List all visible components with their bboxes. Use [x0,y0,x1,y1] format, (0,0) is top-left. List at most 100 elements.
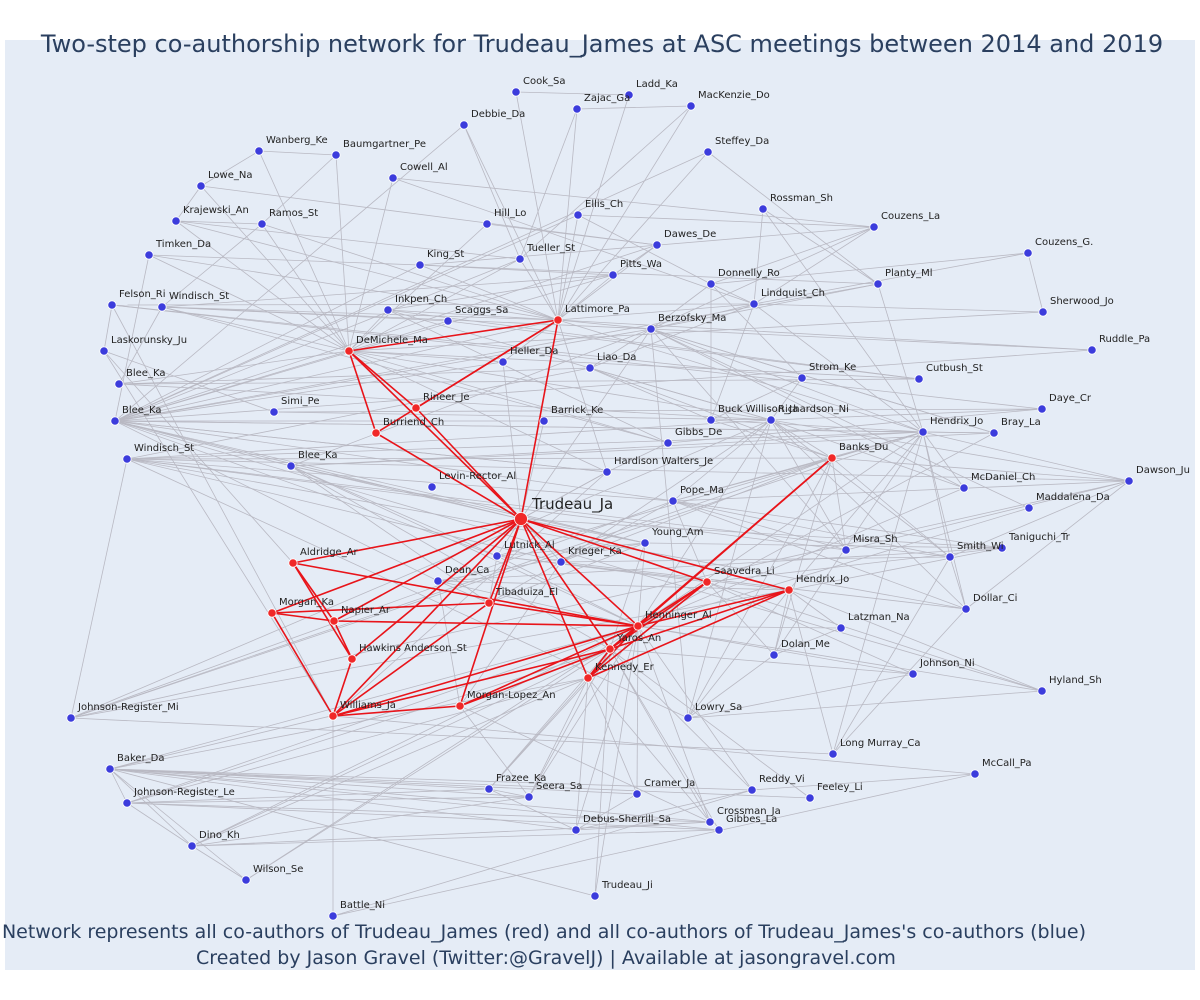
node-label: Couzens_La [881,211,940,222]
node-label: Donnelly_Ro [718,268,780,279]
network-edge [557,244,658,321]
second-step-node [652,240,662,250]
node-label: Rossman_Sh [770,193,833,204]
network-edge [753,208,764,305]
node-label: Windisch_St [169,291,229,302]
network-edge [273,408,1043,413]
second-step-node [769,650,779,660]
second-step-node [114,379,124,389]
node-label: Burriend_Ch [383,417,444,428]
node-label: Hawkins Anderson_St [359,643,467,654]
network-edge [710,419,833,459]
network-edge [419,226,875,266]
network-edge [109,768,530,798]
network-edge [831,457,951,558]
second-step-node [110,416,120,426]
node-label: Kennedy_Er [595,662,655,673]
network-edge [557,319,1093,351]
second-step-node [608,270,618,280]
second-step-node [961,604,971,614]
network-edge [488,648,611,790]
second-step-node [107,300,117,310]
network-edge [118,367,591,385]
network-edge [770,419,951,558]
second-step-node [187,841,197,851]
second-step-node [257,219,267,229]
network-edge [637,625,753,791]
network-edge [575,677,589,831]
network-edge [557,108,578,321]
red-network-edge [348,350,522,520]
second-step-node [640,538,650,548]
second-step-node [714,825,724,835]
second-step-node [383,305,393,315]
network-edge [103,350,294,564]
second-step-node [970,769,980,779]
network-edge [831,457,847,551]
red-network-edge [587,648,611,679]
network-edge [273,411,772,421]
network-edge [770,419,1130,482]
network-edge [387,309,669,444]
coauthor-node [371,428,381,438]
second-step-node [706,279,716,289]
network-edge [348,350,920,380]
node-label: Buck Willison_Ja [718,404,798,415]
network-edge [557,151,709,321]
network-edge [515,91,630,96]
second-step-node [632,789,642,799]
network-edge [109,677,589,770]
network-edge [114,420,522,520]
node-label: Cutbush_St [926,363,983,374]
second-step-node [196,181,206,191]
network-edge [111,304,334,717]
network-edge [332,789,753,917]
second-step-node [515,254,525,264]
second-step-node [122,454,132,464]
second-step-node [997,543,1007,553]
node-label: Cramer_Ja [644,778,695,789]
network-edge [831,457,1130,482]
network-edge [118,383,772,421]
node-label: Dino_Kh [199,830,240,841]
node-label: Windisch_St [134,443,194,454]
second-step-node [805,793,815,803]
node-label: Morgan_Ka [279,597,334,608]
network-edge [200,185,350,352]
second-step-node [624,90,634,100]
second-step-node [157,302,167,312]
second-step-node [766,415,776,425]
second-step-node [286,461,296,471]
network-edge [245,648,611,881]
network-edge [576,105,692,110]
node-label: Williams_Ja [340,700,396,711]
second-step-node [498,357,508,367]
network-edge [589,303,755,369]
node-label: Hendrix_Jo [930,416,983,427]
second-step-node [668,496,678,506]
network-edge [114,124,465,422]
second-step-node [908,669,918,679]
second-step-node [328,911,338,921]
network-edge [109,768,193,847]
network-edge [348,320,449,352]
second-step-node [427,482,437,492]
network-edge [111,304,803,379]
red-network-edge [332,705,461,717]
network-edge [589,367,833,459]
red-network-edge [332,658,353,717]
network-edge [70,480,1130,719]
second-step-node [388,173,398,183]
node-label: Hendrix_Jo [796,574,849,585]
second-step-node [663,438,673,448]
network-edge [70,589,790,719]
network-edge [609,542,646,650]
node-label: Wilson_Se [253,864,303,875]
network-edge [650,328,965,489]
network-edge [126,431,924,460]
network-edge [587,677,638,795]
second-step-node [758,204,768,214]
red-network-edge [271,602,490,614]
network-edge [706,581,914,675]
